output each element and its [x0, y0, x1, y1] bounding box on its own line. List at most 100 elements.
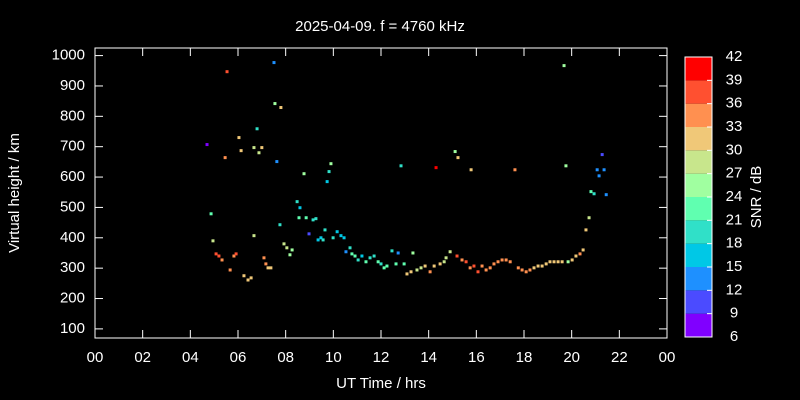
data-point — [578, 252, 582, 256]
data-point — [262, 256, 266, 260]
x-tick-label: 00 — [87, 349, 104, 366]
y-tick-label: 200 — [60, 289, 85, 306]
data-point — [234, 252, 238, 256]
colorbar-tick-label: 42 — [726, 48, 743, 65]
data-point — [228, 268, 232, 272]
data-point — [344, 250, 348, 254]
x-tick-label: 02 — [134, 349, 151, 366]
data-point — [504, 258, 508, 262]
data-point — [460, 258, 464, 262]
data-point — [335, 230, 339, 234]
data-point — [428, 270, 432, 274]
data-point — [600, 153, 604, 157]
data-point — [275, 160, 279, 164]
data-point — [339, 234, 343, 238]
data-point — [269, 266, 273, 270]
colorbar-band — [685, 173, 712, 197]
data-point — [532, 266, 536, 270]
data-point — [242, 274, 246, 278]
y-tick-label: 600 — [60, 168, 85, 185]
data-point — [419, 266, 423, 270]
colorbar-tick-label: 9 — [730, 305, 738, 322]
data-point — [252, 234, 256, 238]
data-point — [581, 248, 585, 252]
data-point — [385, 264, 389, 268]
data-point — [423, 264, 427, 268]
data-point — [444, 256, 448, 260]
data-point — [453, 150, 457, 154]
data-point — [295, 200, 299, 204]
data-point — [264, 262, 268, 266]
data-point — [500, 258, 504, 262]
data-point — [379, 262, 383, 266]
data-point — [488, 266, 492, 270]
data-point — [468, 266, 472, 270]
data-point — [217, 254, 221, 258]
data-point — [508, 260, 512, 264]
data-point — [246, 278, 250, 282]
colorbar-tick-label: 6 — [730, 328, 738, 345]
x-tick-label: 08 — [277, 349, 294, 366]
y-axis-label: Virtual height / km — [6, 133, 23, 253]
colorbar-label: SNR / dB — [748, 166, 765, 229]
data-point — [438, 262, 442, 266]
x-tick-label: 06 — [230, 349, 247, 366]
data-point — [220, 258, 224, 262]
data-point — [266, 266, 270, 270]
data-point — [348, 246, 352, 250]
data-point — [316, 238, 320, 242]
data-point — [434, 166, 438, 170]
data-point — [396, 251, 400, 255]
data-point — [595, 168, 599, 172]
colorbar-tick-label: 33 — [726, 118, 743, 135]
y-tick-label: 900 — [60, 77, 85, 94]
colorbar-tick-label: 27 — [726, 165, 743, 182]
data-point — [476, 270, 480, 274]
data-point — [364, 260, 368, 264]
data-point — [480, 264, 484, 268]
colorbar-tick-label: 18 — [726, 235, 743, 252]
data-point — [604, 193, 608, 197]
colorbar-tick-label: 30 — [726, 141, 743, 158]
data-point — [214, 252, 218, 256]
colorbar-band — [685, 80, 712, 104]
colorbar-band — [685, 243, 712, 267]
data-point — [249, 276, 253, 280]
data-point — [290, 248, 294, 252]
data-point — [540, 264, 544, 268]
data-point — [329, 162, 333, 166]
data-point — [587, 216, 591, 220]
data-point — [390, 249, 394, 253]
data-point — [552, 260, 556, 264]
data-point — [327, 170, 331, 174]
colorbar-tick-label: 21 — [726, 211, 743, 228]
data-point — [484, 268, 488, 272]
data-point — [409, 270, 413, 274]
data-point — [589, 190, 593, 194]
data-point — [273, 102, 277, 106]
data-point — [323, 228, 327, 232]
data-point — [382, 266, 386, 270]
data-point — [584, 228, 588, 232]
x-tick-label: 16 — [468, 349, 485, 366]
data-point — [513, 168, 517, 172]
colorbar-band — [685, 267, 712, 291]
data-point — [288, 253, 292, 257]
x-tick-label: 20 — [563, 349, 580, 366]
data-point — [469, 168, 473, 172]
data-point — [278, 223, 282, 227]
data-point — [298, 206, 302, 210]
data-point — [564, 164, 568, 168]
data-point — [597, 174, 601, 178]
chart-title: 2025-04-09. f = 4760 kHz — [295, 18, 465, 35]
data-point — [255, 127, 259, 131]
y-tick-label: 500 — [60, 198, 85, 215]
x-tick-label: 18 — [516, 349, 533, 366]
data-point — [566, 260, 570, 264]
data-point — [360, 254, 364, 258]
data-point — [376, 260, 380, 264]
data-point — [548, 260, 552, 264]
data-point — [282, 242, 286, 246]
data-point — [311, 218, 315, 222]
